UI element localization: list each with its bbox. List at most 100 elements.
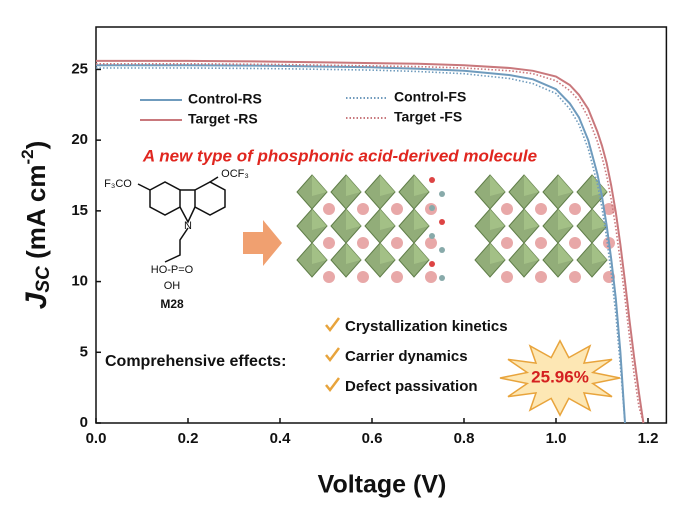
molecule-atom [439, 275, 445, 281]
molecule-name: M28 [160, 297, 184, 311]
atom [501, 203, 513, 215]
molecule-atom [429, 261, 435, 267]
series-line [96, 67, 626, 424]
atom [535, 237, 547, 249]
octahedron-face [346, 209, 361, 230]
checkmark [325, 347, 340, 363]
molecule-label: OH [164, 280, 181, 292]
molecule-label: N [184, 220, 192, 232]
atom [425, 237, 437, 249]
octahedron-face [524, 243, 539, 264]
molecule-atom [439, 219, 445, 225]
molecule-drawing [137, 176, 226, 263]
molecule-label: F₃CO [104, 178, 132, 190]
arrow [243, 220, 282, 266]
molecule-atom [439, 191, 445, 197]
series-line [96, 64, 626, 424]
octahedron-face [524, 209, 539, 230]
octahedron-face [312, 175, 327, 196]
octahedron-face [490, 175, 505, 196]
atom [391, 203, 403, 215]
decoration [296, 174, 615, 283]
y-tick-label: 5 [80, 343, 88, 360]
octahedron-face [312, 209, 327, 230]
octahedron-face [592, 209, 607, 230]
octahedron-face [312, 243, 327, 264]
y-label-sup: -2 [18, 149, 37, 164]
y-label-sub: SC [33, 266, 54, 293]
atom [501, 237, 513, 249]
molecule-label: HO-P=O [151, 264, 194, 276]
x-tick-label: 0.6 [362, 430, 383, 447]
x-tick-label: 0.2 [178, 430, 199, 447]
y-axis-label: JSC (mA cm-2) [18, 141, 54, 310]
x-tick-label: 0.4 [270, 430, 292, 447]
y-label-main: J [20, 291, 53, 309]
octahedron-face [524, 175, 539, 196]
x-tick-label: 0.8 [454, 430, 475, 447]
atom [425, 271, 437, 283]
atom [357, 271, 369, 283]
y-tick-label: 10 [71, 273, 88, 290]
octahedron-face [380, 209, 395, 230]
legend-label: Target -RS [188, 111, 258, 127]
series-line [96, 59, 645, 424]
atom [569, 237, 581, 249]
x-tick-label: 1.0 [546, 430, 567, 447]
octahedron-face [380, 243, 395, 264]
molecule-atom [429, 233, 435, 239]
y-tick-label: 20 [71, 131, 88, 148]
molecule-atom [429, 177, 435, 183]
y-label-unit: (mA cm [21, 165, 51, 267]
y-label-close: ) [21, 141, 51, 150]
atom [569, 203, 581, 215]
efficiency: 25.96% [531, 367, 589, 386]
octahedron-face [380, 175, 395, 196]
plot-frame [95, 26, 668, 424]
octahedron-face [558, 243, 573, 264]
atom [323, 271, 335, 283]
series-line [96, 63, 645, 424]
atom [569, 271, 581, 283]
octahedron-face [558, 209, 573, 230]
checkmark [325, 317, 340, 333]
octahedron-face [346, 243, 361, 264]
y-tick-label: 0 [80, 414, 88, 431]
atom [535, 271, 547, 283]
atom [391, 271, 403, 283]
octahedron-face [490, 209, 505, 230]
atom [391, 237, 403, 249]
octahedron-face [346, 175, 361, 196]
starburst [499, 339, 621, 417]
y-tick-label: 25 [71, 60, 88, 77]
molecule-atom [429, 205, 435, 211]
effects-title: Comprehensive effects: [105, 353, 286, 370]
headline: A new type of phosphonic acid-derived mo… [142, 146, 537, 165]
legend-label: Target -FS [394, 109, 462, 125]
atom [535, 203, 547, 215]
effect-item: Defect passivation [345, 378, 478, 395]
octahedron-face [414, 243, 429, 264]
legend-label: Control-FS [394, 89, 466, 105]
octahedron-face [414, 209, 429, 230]
y-tick-label: 15 [71, 202, 88, 219]
checkmark [325, 377, 340, 393]
octahedron-face [490, 243, 505, 264]
octahedron-face [414, 175, 429, 196]
x-tick-label: 0.0 [86, 430, 107, 447]
octahedron-face [592, 243, 607, 264]
octahedron-face [558, 175, 573, 196]
molecule-label: OCF₃ [221, 168, 249, 180]
effect-item: Crystallization kinetics [345, 318, 508, 335]
legend-label: Control-RS [188, 91, 262, 107]
atom [323, 237, 335, 249]
effect-item: Carrier dynamics [345, 348, 468, 365]
atom [501, 271, 513, 283]
x-axis-label: Voltage (V) [318, 471, 447, 499]
x-tick-label: 1.2 [638, 430, 659, 447]
atom [357, 237, 369, 249]
atom [357, 203, 369, 215]
atom [323, 203, 335, 215]
molecule-atom [439, 247, 445, 253]
